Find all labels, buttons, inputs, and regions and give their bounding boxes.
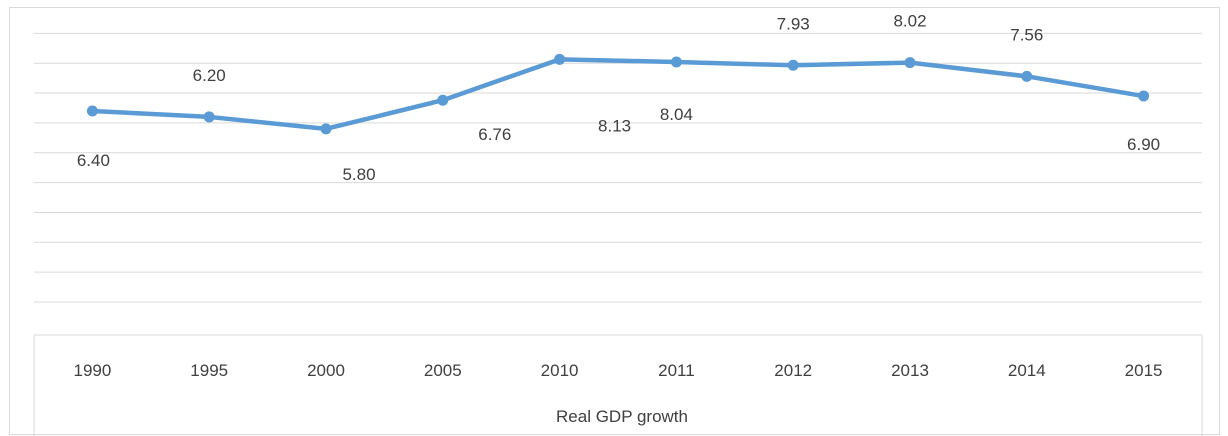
x-tick-label-2013: 2013 — [891, 361, 929, 380]
data-point-2014 — [1021, 71, 1032, 82]
data-labels-group: 6.40 6.20 5.80 6.76 8.13 8.04 7.93 8.02 7.56 6.90 — [77, 12, 1160, 184]
data-point-1995 — [204, 111, 215, 122]
x-tick-label-2012: 2012 — [774, 361, 812, 380]
x-tick-labels-group: 1990 1995 2000 2005 2010 2011 2012 2013 2014 2015 — [73, 361, 1162, 380]
x-tick-label-2014: 2014 — [1008, 361, 1046, 380]
x-tick-label-2011: 2011 — [658, 361, 695, 380]
data-label-2005: 6.76 — [478, 125, 511, 144]
data-point-2000 — [321, 123, 332, 134]
x-tick-label-2010: 2010 — [541, 361, 579, 380]
data-point-2012 — [788, 60, 799, 71]
data-label-1990: 6.40 — [77, 151, 110, 170]
data-label-2010: 8.13 — [598, 116, 631, 135]
data-point-2010 — [554, 54, 565, 65]
data-point-1990 — [87, 105, 98, 116]
data-point-2013 — [905, 57, 916, 68]
x-axis-title: Real GDP growth — [556, 407, 688, 426]
data-label-1995: 6.20 — [193, 66, 226, 85]
data-label-2013: 8.02 — [893, 12, 926, 31]
data-point-2005 — [437, 95, 448, 106]
data-label-2014: 7.56 — [1010, 25, 1043, 44]
data-label-2015: 6.90 — [1127, 135, 1160, 154]
x-tick-label-2005: 2005 — [424, 361, 462, 380]
x-tick-label-1990: 1990 — [73, 361, 111, 380]
x-tick-label-2000: 2000 — [307, 361, 345, 380]
data-point-2011 — [671, 57, 682, 68]
data-label-2000: 5.80 — [342, 165, 375, 184]
data-label-2012: 7.93 — [777, 14, 810, 33]
x-tick-label-1995: 1995 — [190, 361, 228, 380]
data-point-2015 — [1138, 91, 1149, 102]
data-label-2011: 8.04 — [660, 105, 693, 124]
x-tick-label-2015: 2015 — [1125, 361, 1163, 380]
